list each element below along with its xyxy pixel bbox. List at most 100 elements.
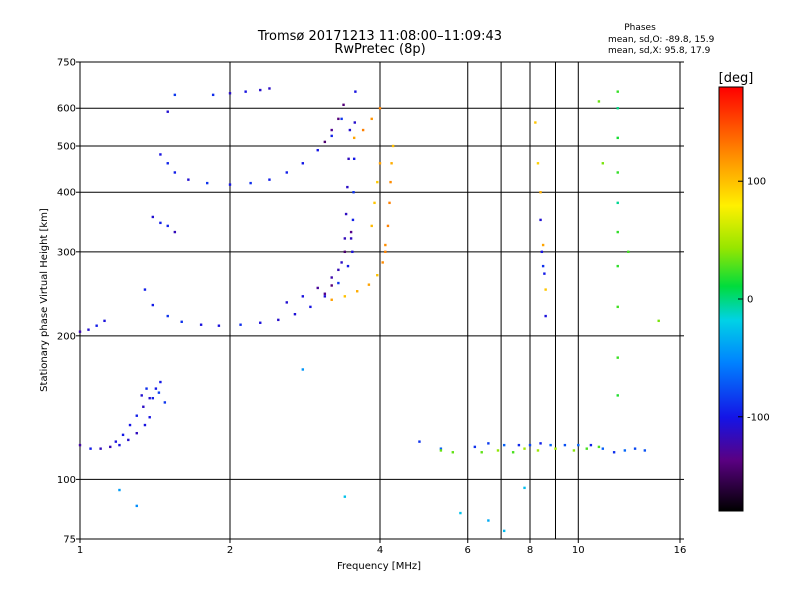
echo-point bbox=[173, 93, 177, 97]
echo-point bbox=[473, 445, 477, 449]
echo-point bbox=[572, 449, 576, 452]
echo-point bbox=[418, 440, 421, 443]
echo-point bbox=[343, 237, 347, 240]
echo-point bbox=[330, 134, 333, 138]
echo-point bbox=[370, 224, 373, 228]
echo-point bbox=[239, 323, 242, 326]
x-tick-label: 2 bbox=[227, 545, 233, 556]
x-tick-label: 10 bbox=[572, 545, 585, 556]
echo-point bbox=[487, 442, 490, 445]
echo-point bbox=[173, 171, 177, 174]
colorbar-label: [deg] bbox=[719, 71, 754, 86]
echo-point bbox=[166, 162, 169, 165]
echo-point bbox=[217, 324, 221, 327]
echo-point bbox=[352, 191, 355, 194]
echo-point bbox=[616, 394, 619, 397]
echo-point bbox=[228, 183, 232, 186]
stats-o-mode: mean, sd,O: -89.8, 15.9 bbox=[608, 35, 715, 45]
y-tick-label: 75 bbox=[63, 535, 76, 546]
echo-point bbox=[309, 305, 312, 309]
echo-point bbox=[249, 181, 252, 185]
echo-point bbox=[577, 443, 580, 447]
echo-point bbox=[87, 328, 90, 331]
y-tick-label: 500 bbox=[57, 141, 76, 152]
echo-point bbox=[187, 178, 190, 181]
echo-point bbox=[135, 504, 138, 508]
echo-point bbox=[145, 387, 148, 390]
echo-point bbox=[543, 272, 546, 275]
echo-point bbox=[259, 321, 262, 324]
echo-point bbox=[378, 162, 382, 165]
echo-point bbox=[349, 237, 353, 240]
echo-point bbox=[502, 529, 506, 533]
echo-point bbox=[616, 107, 619, 110]
echo-point bbox=[166, 314, 169, 318]
y-tick-label: 400 bbox=[57, 188, 76, 199]
echo-point bbox=[376, 180, 379, 184]
echo-point bbox=[352, 157, 356, 161]
echo-point bbox=[352, 136, 356, 140]
echo-point bbox=[563, 443, 567, 447]
echo-point bbox=[351, 218, 355, 222]
echo-point bbox=[511, 451, 515, 454]
echo-point bbox=[616, 201, 619, 205]
echo-point bbox=[616, 171, 619, 174]
echo-point bbox=[536, 162, 540, 165]
echo-point bbox=[353, 121, 356, 124]
echo-point bbox=[616, 230, 619, 234]
echo-point bbox=[616, 264, 619, 268]
echo-point bbox=[205, 181, 209, 185]
colorbar-tick-label: 100 bbox=[747, 177, 766, 188]
echo-point bbox=[351, 250, 354, 254]
echo-point bbox=[330, 298, 333, 301]
echo-point bbox=[370, 117, 373, 121]
echo-point bbox=[301, 162, 305, 165]
echo-point bbox=[388, 201, 391, 205]
echo-point bbox=[346, 185, 349, 189]
echo-point bbox=[285, 301, 288, 304]
echo-point bbox=[143, 288, 147, 291]
echo-point bbox=[103, 319, 106, 323]
x-tick-label: 8 bbox=[527, 545, 533, 556]
echo-point bbox=[154, 387, 158, 390]
echo-point bbox=[148, 416, 151, 419]
echo-point bbox=[342, 103, 345, 107]
echo-point bbox=[544, 314, 547, 318]
echo-point bbox=[159, 380, 162, 384]
echo-point bbox=[343, 295, 347, 298]
echo-point bbox=[118, 443, 121, 447]
chart-title: Tromsø 20171213 11:08:00–11:09:43 bbox=[257, 29, 502, 44]
echo-point bbox=[159, 221, 162, 225]
echo-point bbox=[616, 136, 619, 140]
echo-point bbox=[346, 264, 350, 268]
x-tick-label: 6 bbox=[465, 545, 471, 556]
echo-point bbox=[597, 100, 601, 103]
echo-point bbox=[616, 90, 619, 93]
echo-point bbox=[78, 330, 82, 333]
echo-point bbox=[541, 243, 545, 247]
echo-point bbox=[159, 153, 162, 156]
echo-point bbox=[277, 318, 280, 322]
echo-point bbox=[127, 438, 130, 442]
echo-point bbox=[597, 445, 601, 449]
echo-point bbox=[151, 215, 155, 219]
x-tick-label: 4 bbox=[377, 545, 383, 556]
echo-point bbox=[142, 405, 145, 408]
echo-point bbox=[439, 447, 443, 450]
y-axis-label: Stationary phase Virtual Height [km] bbox=[39, 208, 50, 392]
x-tick-label: 16 bbox=[674, 545, 687, 556]
echo-point bbox=[323, 292, 327, 295]
echo-point bbox=[480, 451, 483, 454]
echo-point bbox=[459, 511, 462, 515]
echo-point bbox=[657, 319, 660, 323]
echo-point bbox=[95, 324, 98, 327]
echo-point bbox=[118, 488, 121, 492]
echo-point bbox=[151, 396, 155, 400]
y-tick-label: 100 bbox=[57, 475, 76, 486]
echo-point bbox=[323, 140, 327, 144]
echo-point bbox=[128, 423, 132, 427]
echo-point bbox=[337, 281, 340, 285]
echo-point bbox=[539, 442, 542, 445]
echo-point bbox=[330, 128, 333, 132]
echo-point bbox=[135, 414, 138, 417]
